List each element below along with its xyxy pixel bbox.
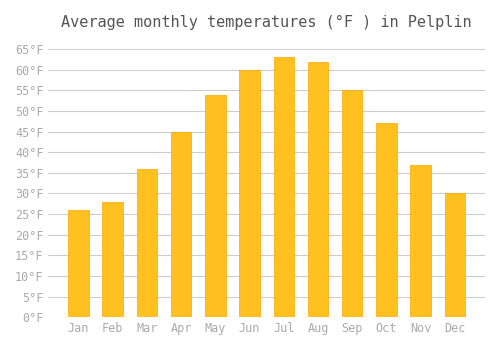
Bar	[240, 70, 260, 317]
Bar	[308, 62, 328, 317]
Bar	[274, 57, 294, 317]
Bar	[136, 169, 157, 317]
Bar	[342, 90, 362, 317]
Title: Average monthly temperatures (°F ) in Pelplin: Average monthly temperatures (°F ) in Pe…	[62, 15, 472, 30]
Bar	[410, 164, 431, 317]
Bar	[444, 194, 465, 317]
Bar	[376, 123, 396, 317]
Bar	[205, 94, 226, 317]
Bar	[68, 210, 88, 317]
Bar	[102, 202, 123, 317]
Bar	[171, 132, 192, 317]
